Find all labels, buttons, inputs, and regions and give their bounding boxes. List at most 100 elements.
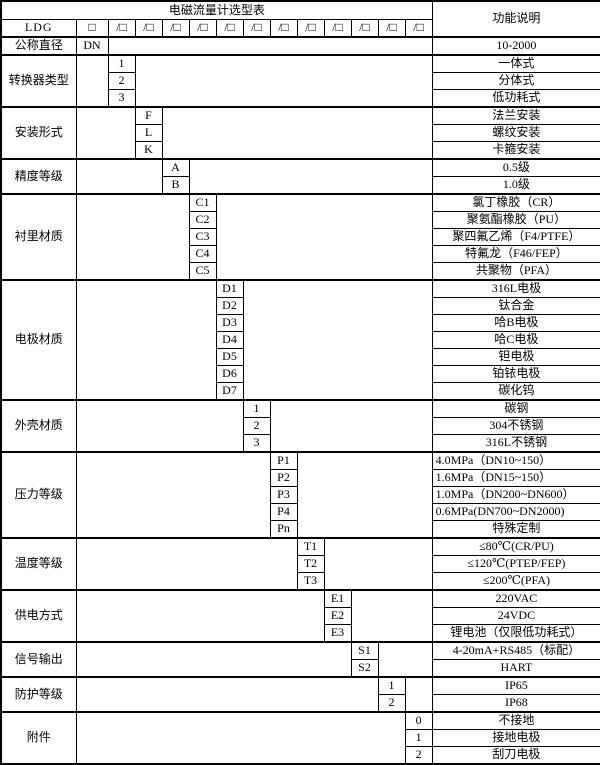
option-code: 1 (404, 728, 433, 747)
option-row: 2 304不锈钢 (1, 416, 600, 435)
option-row: 附件 0 不接地 (0, 710, 600, 764)
spacer-cell (75, 278, 217, 400)
option-code: 2 (242, 416, 271, 435)
option-code: S1 (350, 640, 379, 660)
option-code: E3 (323, 623, 352, 642)
function-desc: 碳化钨 (431, 381, 600, 400)
spacer-cell (350, 588, 433, 642)
function-desc: 316L电极 (431, 278, 600, 298)
spacer-cell (404, 675, 433, 712)
function-desc: 聚四氟乙烯（F4/PTFE） (431, 227, 600, 246)
function-desc: 1.6MPa（DN15~150） (431, 468, 600, 487)
function-desc: 1.0MPa（DN200~DN600） (431, 485, 600, 504)
function-desc: 哈C电极 (431, 330, 600, 349)
function-desc: 0.6MPa(DN700~DN2000) (431, 502, 600, 521)
function-column-header: 功能说明 (431, 0, 600, 37)
option-code: D1 (215, 278, 244, 298)
field-label: 温度等级 (0, 536, 77, 590)
function-desc: 特殊定制 (431, 519, 600, 538)
spacer-cell (296, 450, 433, 538)
option-code: S2 (350, 658, 379, 677)
function-desc: 低功耗式 (431, 88, 600, 107)
option-code: 2 (377, 693, 406, 712)
spacer-cell (75, 105, 136, 159)
function-desc: 分体式 (431, 71, 600, 90)
function-desc: 接地电极 (431, 728, 600, 747)
function-desc: 304不锈钢 (431, 416, 600, 435)
spacer-cell (107, 35, 433, 55)
option-row: C2 聚氨酯橡胶（PU） (1, 210, 600, 229)
function-desc: 不接地 (431, 710, 600, 730)
option-code: T1 (296, 536, 325, 556)
function-desc: 螺纹安装 (431, 123, 600, 142)
option-row: 温度等级 T1 ≤80℃(CR/PU) (0, 536, 600, 590)
option-code: L (134, 123, 163, 142)
option-code: P4 (269, 502, 298, 521)
option-row: 公称直径 DN 10-2000 (0, 35, 600, 55)
option-code: P3 (269, 485, 298, 504)
model-option-slot: /□ (269, 18, 298, 37)
function-desc: 哈B电极 (431, 313, 600, 332)
function-desc: 钽电极 (431, 347, 600, 366)
spacer-cell (75, 675, 379, 712)
option-row: D3 哈B电极 (1, 313, 600, 332)
option-code: T2 (296, 554, 325, 573)
option-code: 1 (242, 398, 271, 418)
spacer-cell (134, 53, 433, 107)
option-row: S2 HART (1, 658, 600, 677)
option-code: 0 (404, 710, 433, 730)
model-option-slot: /□ (161, 18, 190, 37)
option-code: A (161, 157, 190, 177)
model-option-slot: /□ (242, 18, 271, 37)
function-desc: 316L不锈钢 (431, 433, 600, 452)
option-row: 精度等级 A 0.5级 (0, 157, 600, 194)
title-row: 电磁流量计选型表 功能说明 (0, 0, 600, 37)
option-code: 1 (377, 675, 406, 695)
option-code: D3 (215, 313, 244, 332)
spacer-cell (75, 710, 406, 764)
model-option-slot: /□ (323, 18, 352, 37)
option-code: F (134, 105, 163, 125)
spacer-cell (215, 192, 433, 280)
field-label: 转换器类型 (0, 53, 77, 107)
option-code: C4 (188, 244, 217, 263)
spacer-cell (75, 53, 109, 107)
function-desc: 碳钢 (431, 398, 600, 418)
option-code: C3 (188, 227, 217, 246)
option-code: D6 (215, 364, 244, 383)
model-option-slot: /□ (215, 18, 244, 37)
option-code: E1 (323, 588, 352, 608)
field-label: 供电方式 (0, 588, 77, 642)
option-row: 3 316L不锈钢 (1, 433, 600, 452)
option-row: Pn 特殊定制 (1, 519, 600, 538)
option-row: 防护等级 1 IP65 (0, 675, 600, 712)
function-desc: ≤80℃(CR/PU) (431, 536, 600, 556)
field-label: 精度等级 (0, 157, 77, 194)
function-desc: ≤200℃(PFA) (431, 571, 600, 590)
spacer-cell (161, 105, 433, 159)
model-option-slot: /□ (296, 18, 325, 37)
option-row: 衬里材质 C1 氯丁橡胶（CR） (0, 192, 600, 280)
function-desc: 共聚物（PFA） (431, 261, 600, 280)
option-row: 转换器类型 1 一体式 (0, 53, 600, 107)
model-code-row: LDG □/□/□/□/□/□/□/□/□/□/□/□/□ (0, 18, 600, 37)
option-code: DN (75, 35, 109, 55)
spacer-cell (242, 278, 433, 400)
option-code: 2 (107, 71, 136, 90)
function-desc: 氯丁橡胶（CR） (431, 192, 600, 212)
field-label: 附件 (0, 710, 77, 764)
spacer-cell (75, 157, 163, 194)
function-desc: HART (431, 658, 600, 677)
spacer-cell (75, 536, 298, 590)
page-title: 电磁流量计选型表 (0, 0, 433, 20)
function-desc: 4-20mA+RS485（标配） (431, 640, 600, 660)
function-desc: 24VDC (431, 606, 600, 625)
option-row: D7 碳化钨 (1, 381, 600, 400)
option-row: D6 铂铱电极 (1, 364, 600, 383)
function-desc: IP68 (431, 693, 600, 712)
model-base-slot: □ (75, 18, 109, 37)
option-code: P2 (269, 468, 298, 487)
spacer-cell (75, 640, 352, 677)
spacer-cell (75, 192, 190, 280)
model-option-slot: /□ (107, 18, 136, 37)
